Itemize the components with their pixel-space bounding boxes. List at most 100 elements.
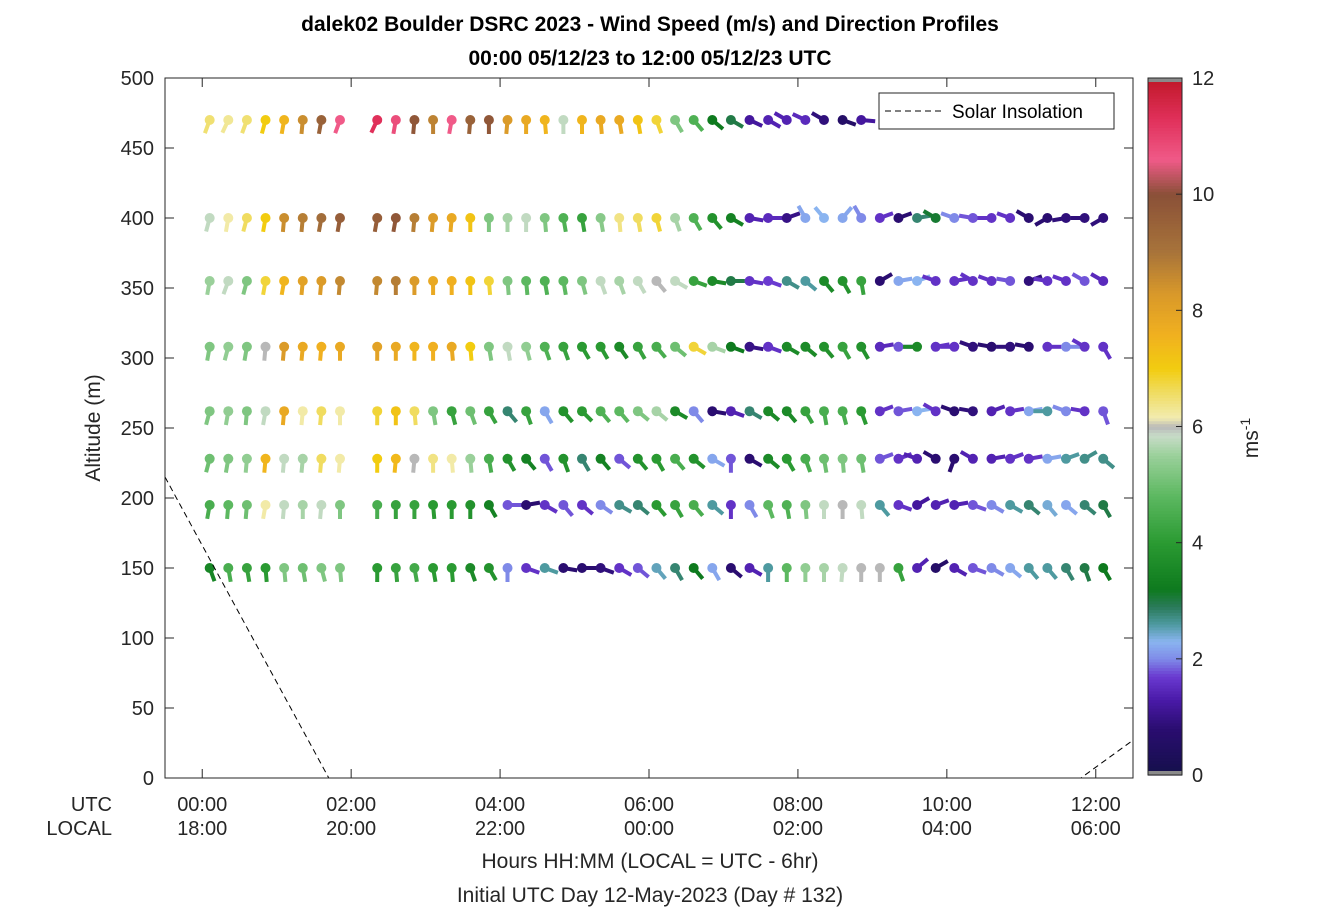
wind-barb-dot	[856, 213, 867, 223]
wind-barb-dot	[409, 500, 420, 510]
wind-barb-dot	[390, 453, 401, 464]
wind-barb-dot	[1023, 406, 1034, 417]
x-tick-label-local: 04:00	[922, 818, 972, 840]
wind-barb-dot	[912, 500, 923, 510]
wind-barb-195m-31	[800, 500, 811, 520]
wind-barb-195m-25	[688, 500, 705, 517]
wind-barb-195m-14	[483, 500, 498, 519]
wind-barb-195m-23	[651, 500, 667, 517]
colorbar-segment	[1148, 220, 1182, 224]
wind-barb-dot	[1023, 500, 1034, 510]
wind-barb-308m-45	[1060, 341, 1080, 352]
wind-barb-355m-16	[521, 276, 532, 296]
wind-barb-470m-13	[465, 115, 476, 135]
wind-barb-dot	[1098, 341, 1109, 352]
colorbar-segment	[1148, 118, 1182, 123]
colorbar-segment	[1148, 136, 1182, 140]
colorbar-segment	[1148, 714, 1182, 718]
wind-barb-dot	[725, 500, 736, 510]
wind-barb-dot	[483, 115, 494, 125]
colorbar-segment	[1148, 330, 1182, 335]
wind-barb-dot	[874, 341, 885, 352]
wind-barb-dot	[781, 500, 792, 510]
colorbar-segment	[1148, 197, 1182, 201]
wind-barb-dot	[930, 500, 941, 510]
wind-barb-dot	[558, 500, 569, 510]
wind-barb-dot	[539, 500, 550, 510]
wind-barb-150m-8	[372, 563, 383, 583]
wind-barb-355m-45	[1052, 274, 1071, 286]
colorbar-segment	[1148, 333, 1182, 338]
wind-barb-262m-35	[874, 404, 894, 417]
wind-barb-dot	[856, 406, 867, 417]
wind-barb-228m-38	[922, 450, 941, 464]
colorbar-segment	[1148, 202, 1182, 207]
wind-barb-dot	[446, 213, 457, 223]
wind-barb-195m-40	[967, 500, 987, 512]
wind-barb-400m-21	[614, 213, 625, 233]
wind-barb-dot	[781, 453, 792, 464]
wind-barb-marks	[203, 111, 1116, 583]
wind-barb-dot	[297, 500, 308, 510]
wind-barb-dot	[912, 406, 923, 417]
wind-barb-dot	[223, 453, 234, 464]
wind-barb-dot	[521, 341, 532, 352]
wind-barb-dot	[967, 276, 978, 286]
wind-barb-355m-9	[390, 276, 401, 296]
wind-barb-dot	[986, 563, 997, 573]
wind-barb-dot	[223, 341, 234, 352]
wind-barb-dot	[744, 500, 755, 510]
wind-barb-262m-34	[856, 406, 868, 426]
wind-barb-150m-35	[874, 563, 885, 583]
wind-barb-dot	[576, 500, 587, 510]
wind-barb-355m-18	[558, 276, 569, 296]
wind-barb-dot	[409, 341, 420, 352]
wind-barb-dot	[502, 563, 513, 573]
wind-barb-228m-14	[483, 453, 494, 473]
colorbar-segment	[1148, 673, 1182, 677]
wind-barb-dot	[372, 341, 383, 352]
wind-barb-195m-42	[1005, 500, 1024, 514]
wind-barb-dot	[744, 563, 755, 573]
colorbar-segment	[1148, 571, 1182, 576]
wind-barb-dot	[260, 341, 271, 352]
colorbar-segment	[1148, 185, 1182, 189]
wind-barb-308m-44	[1042, 341, 1062, 352]
wind-barb-dot	[800, 115, 811, 125]
colorbar-segment	[1148, 682, 1182, 686]
wind-barb-dot	[595, 276, 606, 286]
wind-barb-195m-38	[930, 498, 950, 510]
wind-barb-195m-12	[446, 500, 457, 520]
wind-barb-308m-16	[521, 341, 532, 361]
colorbar-segment	[1148, 766, 1182, 770]
wind-barb-dot	[614, 115, 625, 125]
wind-barb-dot	[688, 213, 699, 223]
wind-barb-308m-42	[996, 341, 1016, 352]
wind-barb-dot	[297, 563, 308, 573]
wind-barb-400m-31	[796, 204, 811, 223]
wind-barb-dot	[223, 563, 234, 573]
wind-barb-228m-28	[744, 453, 763, 468]
colorbar-segment	[1148, 89, 1182, 94]
wind-barb-195m-0	[204, 500, 215, 520]
colorbar-segment	[1148, 719, 1182, 724]
colorbar-segment	[1148, 86, 1182, 91]
wind-barb-355m-0	[204, 276, 215, 296]
wind-barb-195m-37	[912, 496, 931, 510]
y-tick-label: 250	[121, 418, 154, 440]
wind-barb-400m-34	[852, 204, 867, 223]
colorbar-tick-label: 2	[1192, 649, 1203, 671]
wind-barb-dot	[1060, 341, 1071, 352]
wind-barb-150m-45	[1060, 563, 1075, 582]
wind-barb-dot	[1023, 213, 1034, 223]
wind-barb-470m-10	[409, 115, 420, 135]
colorbar-top-cap	[1148, 78, 1182, 82]
colorbar-segment	[1148, 661, 1182, 666]
wind-barb-400m-29	[763, 213, 783, 223]
wind-barb-400m-15	[502, 213, 513, 233]
wind-barb-dot	[502, 500, 513, 510]
wind-barb-dot	[204, 563, 215, 573]
wind-barb-308m-20	[595, 341, 610, 360]
solar-insolation-line	[164, 476, 1134, 779]
colorbar-segment	[1148, 702, 1182, 706]
